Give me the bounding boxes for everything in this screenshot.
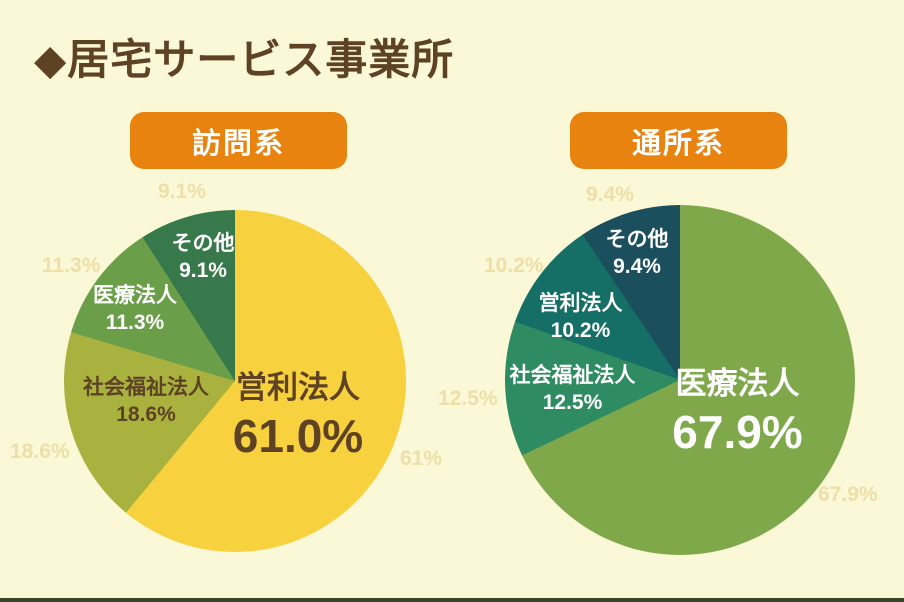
slice-name: 営利法人 bbox=[538, 292, 623, 315]
slice-label-tsuusho-shakaifukushi: 社会福祉法人 12.5% bbox=[500, 362, 645, 417]
slice-value: 9.4% bbox=[613, 255, 661, 279]
slice-label-tsuusho-eiri: 営利法人 10.2% bbox=[528, 290, 633, 345]
slice-label-houmon-sonota: その他 9.1% bbox=[157, 230, 249, 285]
ghost-watermark: 11.3% bbox=[42, 254, 101, 277]
slice-name: 医療法人 bbox=[93, 284, 177, 307]
slice-name: その他 bbox=[171, 232, 235, 255]
slice-name: 営利法人 bbox=[236, 370, 360, 405]
ghost-watermark: 12.5% bbox=[438, 387, 498, 410]
ghost-watermark: 9.1% bbox=[158, 180, 206, 203]
pie-chart-tsuusho bbox=[505, 205, 855, 555]
badge-houmon: 訪問系 bbox=[130, 112, 347, 169]
slice-value: 61.0% bbox=[232, 409, 364, 462]
ghost-watermark: 67.9% bbox=[818, 483, 878, 506]
slice-label-tsuusho-sonota: その他 9.4% bbox=[592, 226, 682, 281]
slice-value: 67.9% bbox=[672, 405, 803, 458]
bottom-edge-strip bbox=[0, 598, 904, 602]
page-title: ◆居宅サービス事業所 bbox=[34, 36, 455, 83]
slice-name: 社会福祉法人 bbox=[509, 364, 636, 387]
slice-value: 18.6% bbox=[116, 403, 176, 427]
ghost-watermark: 9.4% bbox=[586, 183, 634, 206]
slice-name: 社会福祉法人 bbox=[83, 376, 209, 399]
slice-value: 12.5% bbox=[542, 391, 603, 415]
slice-name: その他 bbox=[605, 228, 669, 251]
pie-chart-houmon bbox=[64, 210, 406, 552]
slice-value: 11.3% bbox=[105, 311, 165, 335]
slice-name: 医療法人 bbox=[675, 366, 800, 401]
slice-label-houmon-shakaifukushi: 社会福祉法人 18.6% bbox=[72, 374, 220, 429]
slice-value: 10.2% bbox=[550, 319, 611, 343]
slice-label-houmon-eiri: 営利法人 61.0% bbox=[210, 370, 386, 463]
ghost-watermark: 61% bbox=[400, 447, 443, 470]
slice-label-tsuusho-iryo: 医療法人 67.9% bbox=[645, 366, 830, 459]
slice-label-houmon-iryo: 医療法人 11.3% bbox=[85, 282, 185, 337]
badge-tsuusho: 通所系 bbox=[570, 112, 787, 169]
slice-value: 9.1% bbox=[179, 259, 227, 283]
ghost-watermark: 18.6% bbox=[10, 440, 70, 463]
ghost-watermark: 10.2% bbox=[484, 254, 544, 277]
